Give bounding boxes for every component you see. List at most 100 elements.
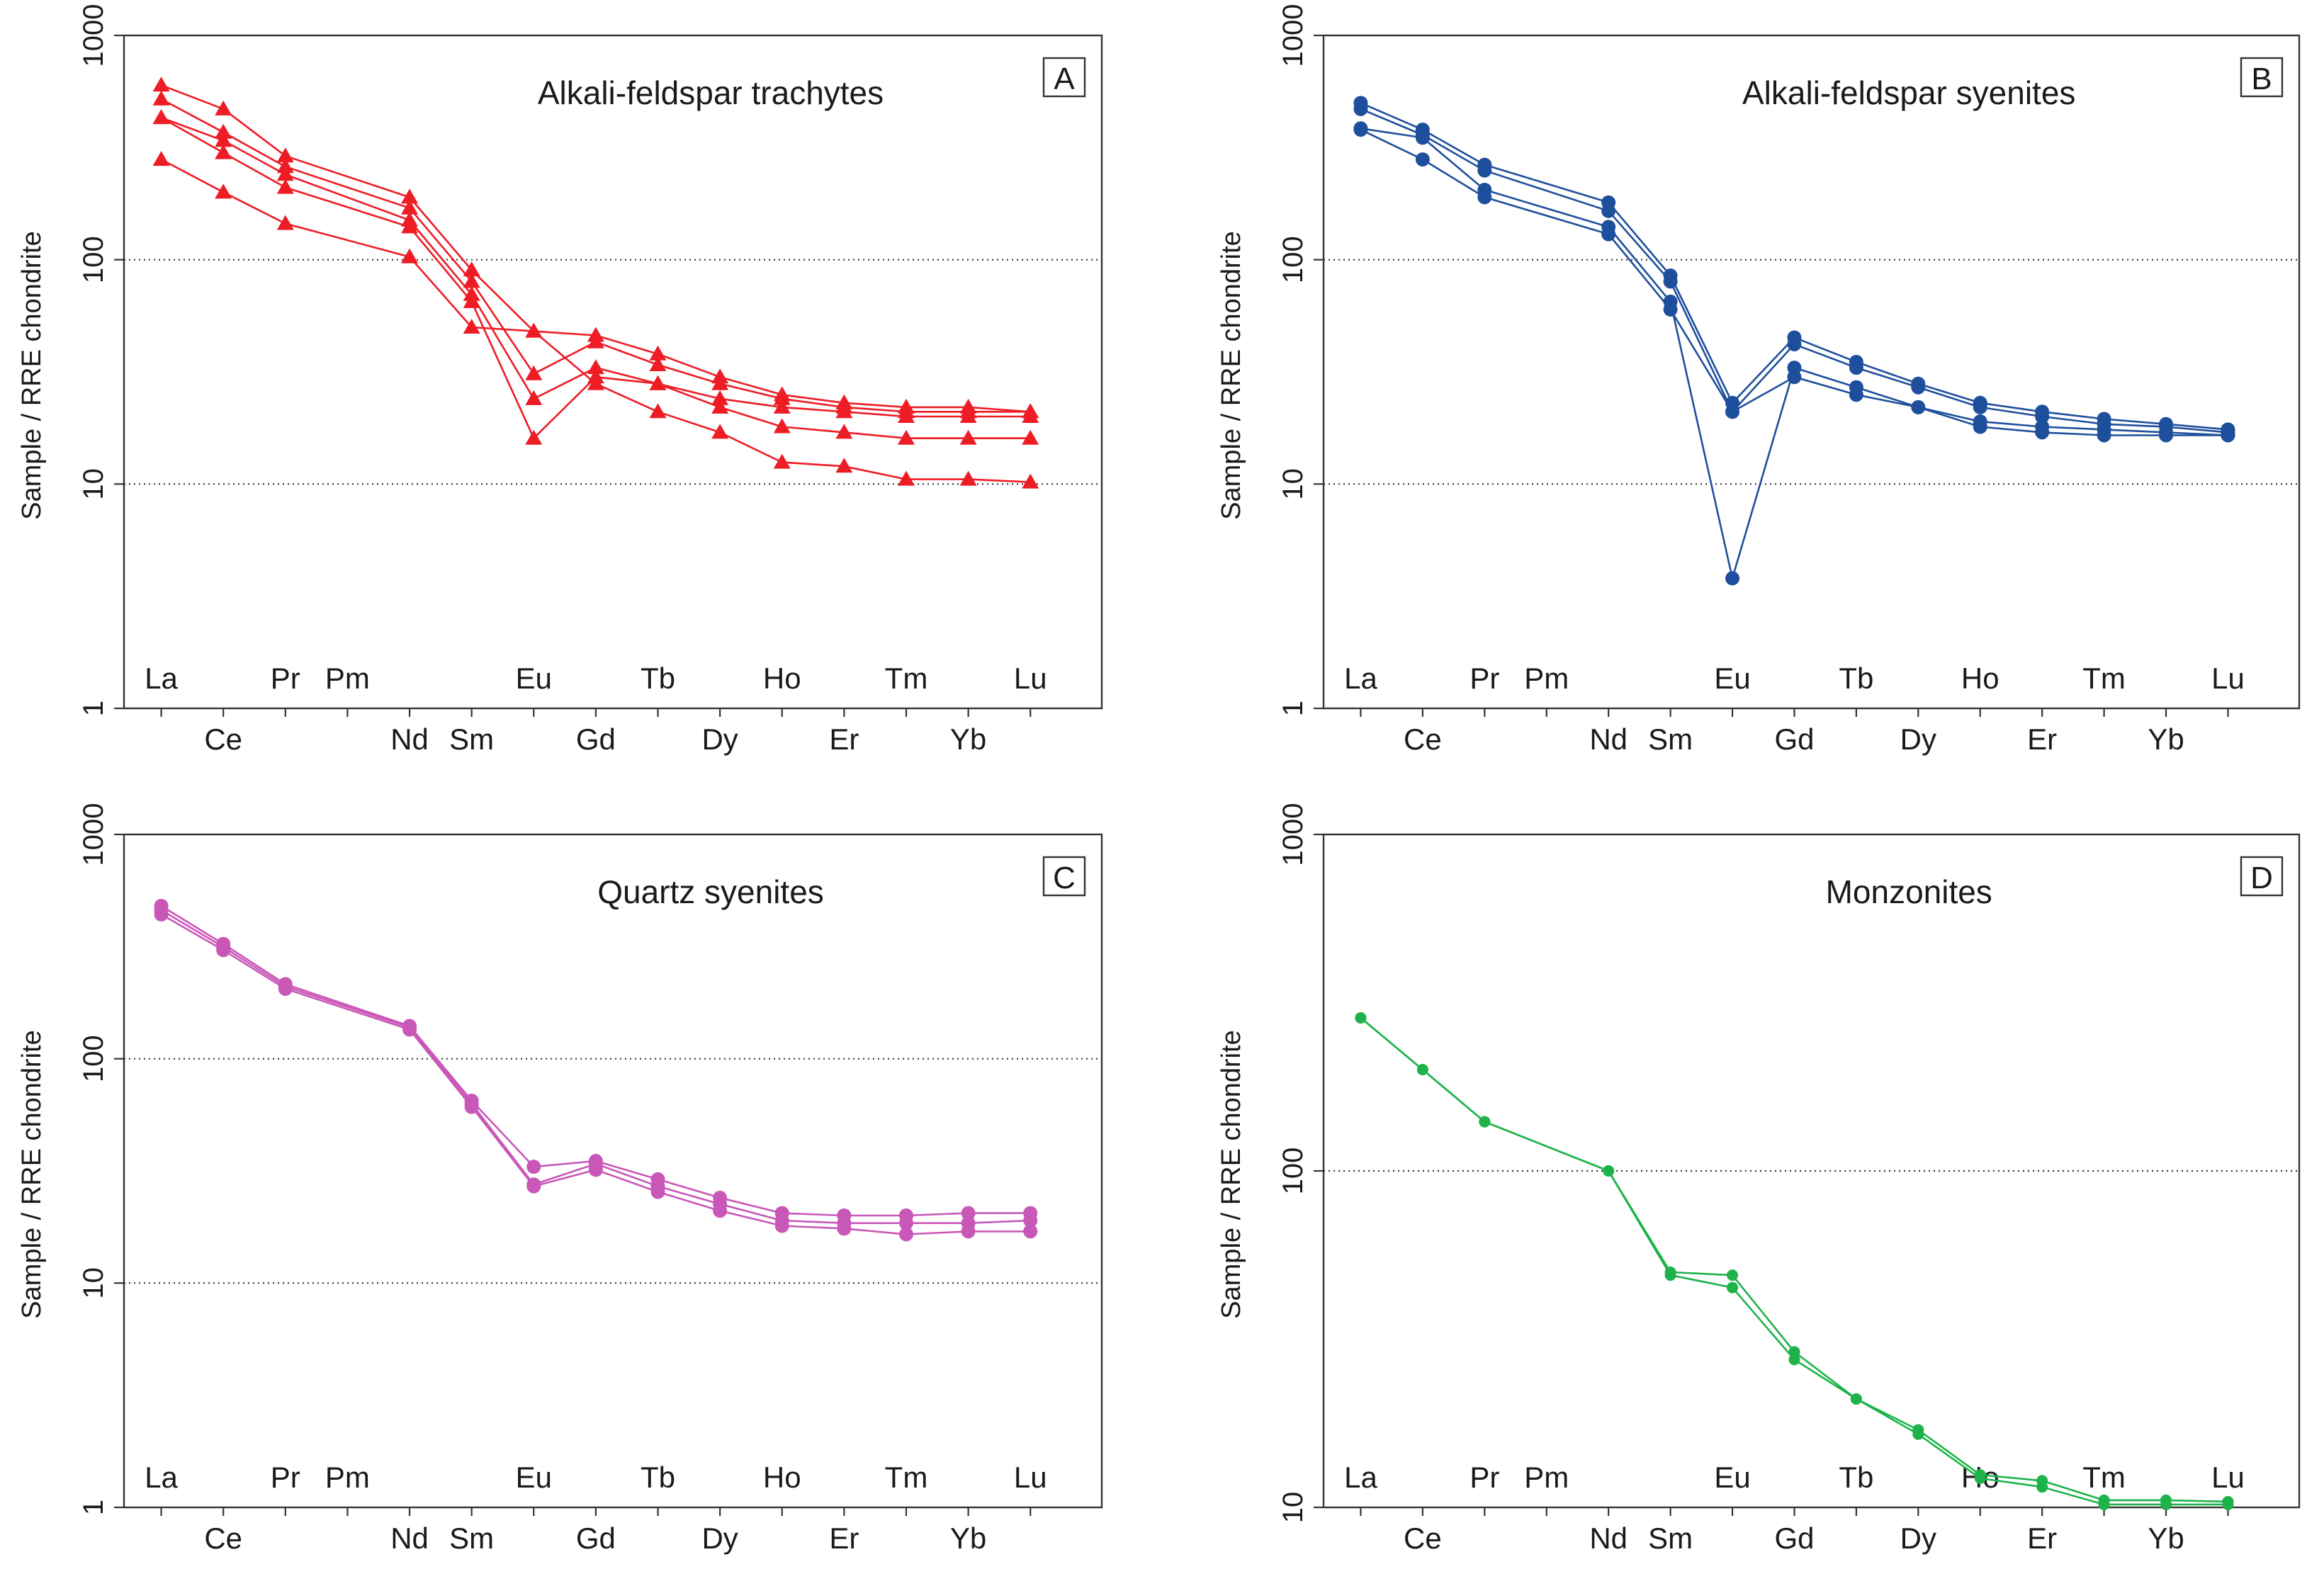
panel-a: 1 10 100 1000 Sample / RRE chondrite La Pr Pm Eu… [17,4,1103,756]
point-b4-nd [1601,227,1616,242]
point-a4-tm [898,429,915,445]
point-b2-dy [1911,380,1926,395]
x-label-er: Er [829,723,859,756]
plot-frame [123,34,1103,710]
y-tick-label: 1000 [1277,4,1309,67]
series-line-c1 [160,905,1031,1217]
point-a2-tb [649,356,667,372]
x-label-pm: Pm [325,662,370,695]
point-b4-dy [1911,400,1926,414]
series-line-a4 [160,116,1031,440]
point-a4-la [152,109,170,125]
point-a2-ho [773,390,791,405]
y-tick-label: 100 [1277,236,1309,283]
panel-b: 1 10 100 1000 Sample / RRE chondrite La Pr Pm Eu… [1217,4,2301,756]
x-label-eu: Eu [516,662,552,695]
point-a3-eu [525,390,543,405]
x-label-ce: Ce [204,1522,242,1555]
y-axis-label: Sample / RRE chondrite [17,231,47,520]
point-b2-gd [1787,336,1802,351]
y-tick-label: 10 [78,1267,109,1299]
point-a4-er [835,424,853,439]
y-tick-label: 1000 [78,4,109,67]
y-axis-label: Sample / RRE chondrite [1217,231,1246,520]
x-label-la: La [145,662,178,695]
y-tick-label: 1000 [78,803,109,866]
panel-title: Quartz syenites [597,873,824,910]
x-label-er: Er [829,1522,859,1555]
series-line-d2 [1360,1016,2228,1506]
y-tick-label: 100 [78,236,109,283]
x-label-lu: Lu [2211,662,2245,695]
series-line-b2 [1360,108,2228,434]
point-b2-ho [1973,400,1987,414]
point-a5-gd [587,375,604,390]
point-a1-pr [276,147,294,163]
x-label-ho: Ho [763,662,801,695]
series-line-a3 [161,116,1031,418]
x-label-tm: Tm [2082,1461,2126,1494]
point-b2-la [1353,101,1368,116]
point-b4-er [2035,425,2050,440]
point-c3-tb [650,1184,665,1199]
point-a4-ce [215,144,232,159]
point-a5-sm [463,318,480,334]
point-a3-ho [773,398,791,414]
point-a5-dy [711,424,729,439]
point-a2-nd [401,199,419,215]
x-label-tm: Tm [885,1461,928,1494]
point-a2-pr [276,158,294,174]
x-label-eu: Eu [1714,662,1750,695]
point-d2-ho [1974,1472,1986,1484]
x-label-la: La [145,1461,178,1494]
x-label-tb: Tb [641,1461,675,1494]
y-axis-label: Sample / RRE chondrite [1217,1030,1246,1319]
panel-letter-box [2240,856,2284,897]
y-tick-label: 100 [78,1035,109,1082]
series-line-b3 [1360,128,2228,579]
x-label-tm: Tm [2082,662,2126,695]
point-c3-la [154,907,169,922]
point-a5-ho [773,453,791,469]
point-c3-nd [402,1022,417,1037]
x-label-eu: Eu [1714,1461,1750,1494]
point-a5-tm [898,470,915,486]
point-d2-lu [2222,1498,2234,1510]
point-a3-dy [711,390,729,405]
point-a5-pr [276,215,294,230]
panel-letter-box [1042,57,1086,98]
point-a5-ce [215,183,232,199]
point-b4-gd [1787,370,1802,385]
point-b2-pr [1477,163,1492,178]
point-b2-sm [1663,274,1678,289]
panel-title: Monzonites [1826,873,1992,910]
panel-letter: C [1053,861,1076,895]
point-c3-sm [464,1099,479,1114]
x-label-nd: Nd [1589,1522,1628,1555]
point-a5-lu [1022,473,1039,489]
x-label-pm: Pm [1524,1461,1569,1494]
point-a3-tm [898,408,915,424]
point-a4-eu [525,429,543,445]
x-label-pm: Pm [325,1461,370,1494]
x-label-pr: Pr [1470,1461,1499,1494]
panel-title: Alkali-feldspar trachytes [538,74,884,111]
point-a2-eu [525,365,543,380]
point-a4-dy [711,398,729,414]
x-label-ce: Ce [204,723,242,756]
point-b4-pr [1477,190,1492,205]
y-tick-label: 10 [1277,1492,1309,1524]
series-line-b1 [1360,102,2228,431]
panel-letter: B [2251,62,2272,96]
point-a5-nd [401,248,419,264]
plot-frame [1322,34,2301,710]
y-tick-label: 1 [78,1500,109,1515]
x-label-lu: Lu [1014,1461,1047,1494]
point-a2-gd [587,333,604,349]
point-b4-la [1353,123,1368,137]
panel-d: 10 100 1000 Sample / RRE chondrite La Pr Pm Eu T… [1217,803,2301,1555]
point-d2-yb [2160,1498,2172,1510]
x-label-gd: Gd [576,1522,616,1555]
point-d2-sm [1664,1269,1676,1281]
series-line-b4 [1360,128,2228,436]
